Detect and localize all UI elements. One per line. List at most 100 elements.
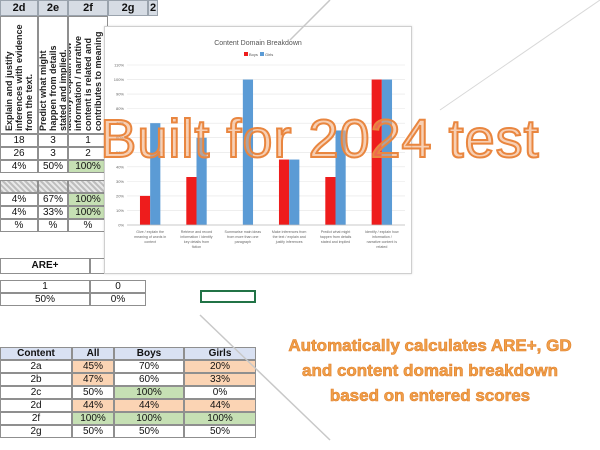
top-data-cell[interactable]: 18 [0, 134, 38, 147]
column-header-2g[interactable]: 2g [108, 0, 148, 16]
domain-percent-cell[interactable]: 50% [72, 425, 114, 438]
domain-percent-cell[interactable]: 70% [114, 360, 184, 373]
column-header-2[interactable]: 2 [148, 0, 158, 16]
rotated-header-cell: Explain and justify inferences with evid… [0, 16, 38, 134]
column-header-2d[interactable]: 2d [0, 0, 38, 16]
domain-name-cell[interactable]: 2d [0, 399, 72, 412]
top-data-cell[interactable]: 50% [38, 160, 68, 173]
chart-bar [335, 130, 346, 225]
chart-bar [186, 177, 197, 225]
x-tick-label: Make inferences from [272, 230, 307, 234]
are-count-cell[interactable]: 1 [0, 280, 90, 293]
legend-swatch [260, 52, 264, 56]
chart-title: Content Domain Breakdown [214, 40, 302, 47]
domain-name-cell[interactable]: 2a [0, 360, 72, 373]
y-tick-label: 10% [116, 208, 124, 213]
top-data-cell[interactable]: 100% [68, 193, 108, 206]
chart-bar [371, 79, 382, 225]
top-data-cell[interactable]: 67% [38, 193, 68, 206]
domain-percent-cell[interactable]: 100% [184, 412, 256, 425]
top-data-cell[interactable] [0, 180, 38, 193]
x-tick-label: information / identify [180, 235, 212, 239]
top-data-cell[interactable]: % [0, 219, 38, 232]
domain-name-cell[interactable]: 2c [0, 386, 72, 399]
chart-bar [289, 159, 300, 225]
selected-cell-outline[interactable] [200, 290, 256, 303]
domain-percent-cell[interactable]: 0% [184, 386, 256, 399]
domain-table-header[interactable]: Boys [114, 347, 184, 360]
chart-bar [139, 195, 151, 225]
domain-percent-cell[interactable]: 100% [114, 412, 184, 425]
y-tick-label: 40% [116, 164, 124, 169]
domain-percent-cell[interactable]: 100% [114, 386, 184, 399]
y-tick-label: 80% [116, 106, 124, 111]
overlay-caption: Automatically calculates ARE+, GD and co… [260, 333, 600, 408]
top-data-cell[interactable]: 100% [68, 206, 108, 219]
domain-percent-cell[interactable]: 60% [114, 373, 184, 386]
domain-percent-cell[interactable]: 50% [114, 425, 184, 438]
top-data-cell[interactable] [68, 180, 108, 193]
x-tick-label: justify inferences [275, 240, 303, 244]
are-percent-cell[interactable]: 50% [0, 293, 90, 306]
domain-percent-cell[interactable]: 47% [72, 373, 114, 386]
x-tick-label: from more than one [227, 235, 258, 239]
domain-percent-cell[interactable]: 45% [72, 360, 114, 373]
x-tick-label: stated and implied [321, 240, 350, 244]
domain-percent-cell[interactable]: 100% [72, 412, 114, 425]
y-tick-label: 50% [116, 150, 124, 155]
chart-bar [150, 123, 161, 225]
x-tick-label: paragraph [235, 240, 251, 244]
are-header-cell[interactable]: ARE+ [0, 258, 90, 274]
domain-percent-cell[interactable]: 50% [184, 425, 256, 438]
top-data-cell[interactable]: 3 [38, 134, 68, 147]
x-tick-label: fiction [192, 245, 201, 249]
gd-percent-cell[interactable]: 0% [90, 293, 146, 306]
top-data-cell[interactable]: 4% [0, 193, 38, 206]
domain-percent-cell[interactable]: 20% [184, 360, 256, 373]
gd-count-cell[interactable]: 0 [90, 280, 146, 293]
x-tick-label: the text / explain and [273, 235, 306, 239]
domain-table-header[interactable]: Girls [184, 347, 256, 360]
top-data-cell[interactable]: 33% [38, 206, 68, 219]
top-data-cell[interactable] [38, 180, 68, 193]
domain-table-header[interactable]: Content Domain [0, 347, 72, 370]
top-data-cell[interactable]: % [38, 219, 68, 232]
column-header-2f[interactable]: 2f [68, 0, 108, 16]
top-data-cell[interactable]: 3 [38, 147, 68, 160]
domain-name-cell[interactable]: 2f [0, 412, 72, 425]
x-tick-label: Give / explain the [136, 230, 164, 234]
domain-table-header[interactable]: All [72, 347, 114, 360]
domain-percent-cell[interactable]: 50% [72, 386, 114, 399]
domain-percent-cell[interactable]: 44% [184, 399, 256, 412]
legend-label: Boys [249, 52, 258, 57]
chart-bar [381, 79, 393, 225]
chart-bar [325, 177, 336, 225]
x-tick-label: Summarise main ideas [225, 230, 262, 234]
chart-bar [242, 79, 254, 225]
x-tick-label: Retrieve and record [181, 230, 213, 234]
x-tick-label: Identify / explain how [365, 230, 399, 234]
domain-percent-cell[interactable]: 33% [184, 373, 256, 386]
column-header-2e[interactable]: 2e [38, 0, 68, 16]
x-tick-label: information / [372, 235, 392, 239]
domain-name-cell[interactable]: 2g [0, 425, 72, 438]
rotated-header-cell: Identify/ explain how information / narr… [68, 16, 108, 134]
chart-bar [196, 137, 207, 225]
domain-percent-cell[interactable]: 44% [114, 399, 184, 412]
domain-name-cell[interactable]: 2b [0, 373, 72, 386]
top-data-cell[interactable]: % [68, 219, 108, 232]
x-tick-label: related [376, 245, 387, 249]
top-data-cell[interactable]: 26 [0, 147, 38, 160]
y-tick-label: 90% [116, 92, 124, 97]
content-domain-chart[interactable]: Content Domain Breakdown Boys Girls 0% 10% 20… [104, 26, 412, 274]
x-tick-label: narrative content is [367, 240, 398, 244]
top-data-cell[interactable]: 4% [0, 206, 38, 219]
top-data-cell[interactable]: 4% [0, 160, 38, 173]
domain-percent-cell[interactable]: 44% [72, 399, 114, 412]
x-tick-label: meaning of words in [134, 235, 166, 239]
overlay-title: Built for 2024 test [99, 108, 540, 170]
caption-line: based on entered scores [329, 386, 531, 406]
chart-svg: Content Domain Breakdown Boys Girls 0% 10% 20… [114, 40, 405, 249]
chart-bar [278, 159, 290, 225]
